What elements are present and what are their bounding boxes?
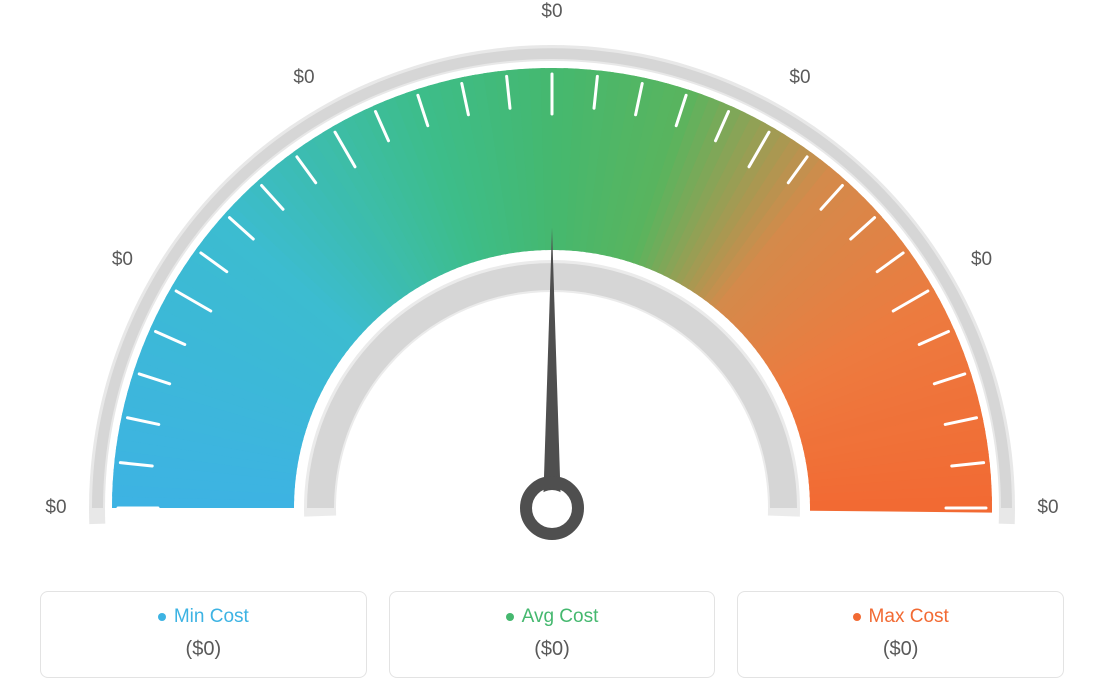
gauge-svg bbox=[0, 0, 1104, 560]
legend-card-min: Min Cost ($0) bbox=[40, 591, 367, 678]
legend-card-max: Max Cost ($0) bbox=[737, 591, 1064, 678]
gauge-chart: $0 $0 $0 $0 $0 $0 $0 bbox=[0, 0, 1104, 560]
legend-dot-min bbox=[158, 613, 166, 621]
gauge-tick-label: $0 bbox=[1037, 497, 1058, 519]
legend-card-avg: Avg Cost ($0) bbox=[389, 591, 716, 678]
legend-dot-avg bbox=[506, 613, 514, 621]
gauge-tick-label: $0 bbox=[293, 67, 314, 89]
legend-value-avg-txt: ($0) bbox=[400, 638, 705, 661]
legend-value-max-txt: ($0) bbox=[748, 638, 1053, 661]
gauge-tick-label: $0 bbox=[789, 67, 810, 89]
legend-label-avg: Avg Cost bbox=[522, 606, 599, 628]
gauge-tick-label: $0 bbox=[971, 249, 992, 271]
legend-row: Min Cost ($0) Avg Cost ($0) Max Cost ($0… bbox=[40, 591, 1064, 678]
gauge-tick-label: $0 bbox=[541, 1, 562, 23]
gauge-tick-label: $0 bbox=[112, 249, 133, 271]
legend-dot-max bbox=[853, 613, 861, 621]
legend-value-min-txt: ($0) bbox=[51, 638, 356, 661]
legend-label-min: Min Cost bbox=[174, 606, 249, 628]
gauge-tick-label: $0 bbox=[45, 497, 66, 519]
legend-label-max: Max Cost bbox=[869, 606, 949, 628]
